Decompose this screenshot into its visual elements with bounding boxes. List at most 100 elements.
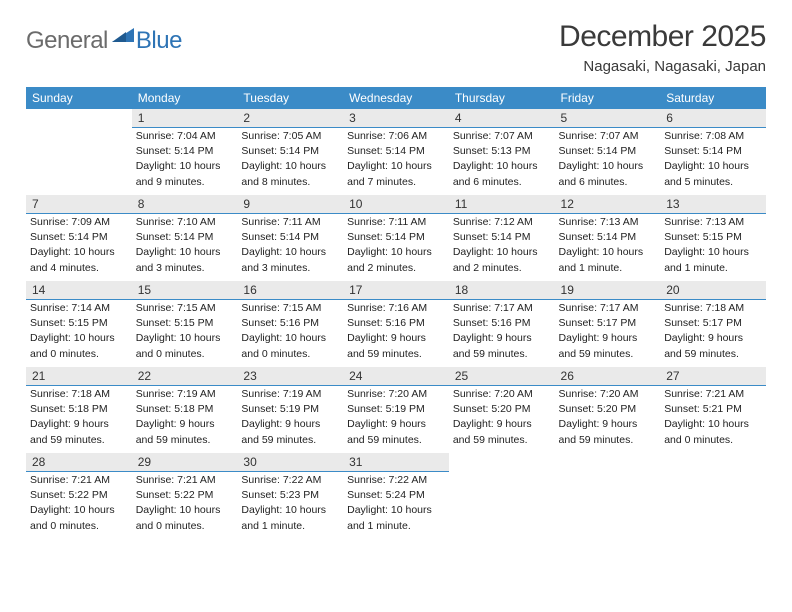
daylight-line: and 4 minutes. [30, 261, 128, 275]
header: General Blue December 2025 Nagasaki, Nag… [26, 20, 766, 75]
calendar-table: Sunday Monday Tuesday Wednesday Thursday… [26, 87, 766, 539]
day-number: 26 [555, 367, 661, 386]
daylight-line: Daylight: 9 hours [347, 331, 445, 345]
sunset-line: Sunset: 5:19 PM [241, 402, 339, 416]
sunset-line: Sunset: 5:17 PM [664, 316, 762, 330]
daylight-line: Daylight: 10 hours [664, 417, 762, 431]
sunset-line: Sunset: 5:15 PM [664, 230, 762, 244]
title-block: December 2025 Nagasaki, Nagasaki, Japan [559, 20, 766, 75]
sunrise-line: Sunrise: 7:13 AM [559, 215, 657, 229]
day-number: 30 [237, 453, 343, 472]
daylight-line: and 59 minutes. [347, 347, 445, 361]
calendar-day-cell: 10Sunrise: 7:11 AMSunset: 5:14 PMDayligh… [343, 195, 449, 281]
sunrise-line: Sunrise: 7:21 AM [136, 473, 234, 487]
daylight-line: and 3 minutes. [241, 261, 339, 275]
daylight-line: Daylight: 10 hours [559, 245, 657, 259]
daylight-line: and 59 minutes. [559, 433, 657, 447]
calendar-day-cell: 15Sunrise: 7:15 AMSunset: 5:15 PMDayligh… [132, 281, 238, 367]
sunset-line: Sunset: 5:15 PM [30, 316, 128, 330]
calendar-day-cell: 14Sunrise: 7:14 AMSunset: 5:15 PMDayligh… [26, 281, 132, 367]
daylight-line: Daylight: 9 hours [241, 417, 339, 431]
daylight-line: Daylight: 10 hours [136, 503, 234, 517]
sunset-line: Sunset: 5:21 PM [664, 402, 762, 416]
day-number: 22 [132, 367, 238, 386]
day-number: 13 [660, 195, 766, 214]
weekday-sat: Saturday [660, 87, 766, 109]
calendar-day-cell: 8Sunrise: 7:10 AMSunset: 5:14 PMDaylight… [132, 195, 238, 281]
daylight-line: Daylight: 9 hours [453, 331, 551, 345]
day-number: 11 [449, 195, 555, 214]
daylight-line: Daylight: 10 hours [347, 245, 445, 259]
weekday-wed: Wednesday [343, 87, 449, 109]
calendar-day-cell [660, 453, 766, 539]
sunrise-line: Sunrise: 7:13 AM [664, 215, 762, 229]
sunrise-line: Sunrise: 7:21 AM [30, 473, 128, 487]
daylight-line: Daylight: 10 hours [136, 331, 234, 345]
calendar-week-row: 21Sunrise: 7:18 AMSunset: 5:18 PMDayligh… [26, 367, 766, 453]
day-number: 10 [343, 195, 449, 214]
daylight-line: Daylight: 10 hours [453, 159, 551, 173]
sunset-line: Sunset: 5:16 PM [241, 316, 339, 330]
calendar-day-cell: 13Sunrise: 7:13 AMSunset: 5:15 PMDayligh… [660, 195, 766, 281]
sunrise-line: Sunrise: 7:16 AM [347, 301, 445, 315]
day-number: 2 [237, 109, 343, 128]
daylight-line: Daylight: 9 hours [559, 331, 657, 345]
daylight-line: Daylight: 10 hours [347, 159, 445, 173]
daylight-line: Daylight: 10 hours [453, 245, 551, 259]
daylight-line: and 59 minutes. [347, 433, 445, 447]
daylight-line: and 9 minutes. [136, 175, 234, 189]
weekday-sun: Sunday [26, 87, 132, 109]
daylight-line: Daylight: 10 hours [347, 503, 445, 517]
daylight-line: and 6 minutes. [453, 175, 551, 189]
daylight-line: Daylight: 10 hours [664, 159, 762, 173]
calendar-day-cell: 24Sunrise: 7:20 AMSunset: 5:19 PMDayligh… [343, 367, 449, 453]
daylight-line: and 0 minutes. [30, 347, 128, 361]
calendar-day-cell: 6Sunrise: 7:08 AMSunset: 5:14 PMDaylight… [660, 109, 766, 195]
daylight-line: Daylight: 9 hours [453, 417, 551, 431]
calendar-day-cell: 18Sunrise: 7:17 AMSunset: 5:16 PMDayligh… [449, 281, 555, 367]
sunset-line: Sunset: 5:20 PM [559, 402, 657, 416]
calendar-day-cell: 5Sunrise: 7:07 AMSunset: 5:14 PMDaylight… [555, 109, 661, 195]
calendar-day-cell: 2Sunrise: 7:05 AMSunset: 5:14 PMDaylight… [237, 109, 343, 195]
calendar-day-cell: 11Sunrise: 7:12 AMSunset: 5:14 PMDayligh… [449, 195, 555, 281]
daylight-line: and 0 minutes. [664, 433, 762, 447]
daylight-line: and 8 minutes. [241, 175, 339, 189]
daylight-line: and 0 minutes. [30, 519, 128, 533]
daylight-line: and 59 minutes. [30, 433, 128, 447]
calendar-week-row: 14Sunrise: 7:14 AMSunset: 5:15 PMDayligh… [26, 281, 766, 367]
location-label: Nagasaki, Nagasaki, Japan [559, 58, 766, 75]
sunrise-line: Sunrise: 7:07 AM [453, 129, 551, 143]
sunrise-line: Sunrise: 7:10 AM [136, 215, 234, 229]
sunrise-line: Sunrise: 7:22 AM [241, 473, 339, 487]
daylight-line: Daylight: 10 hours [30, 503, 128, 517]
daylight-line: and 6 minutes. [559, 175, 657, 189]
sunrise-line: Sunrise: 7:15 AM [136, 301, 234, 315]
sunset-line: Sunset: 5:20 PM [453, 402, 551, 416]
weekday-thu: Thursday [449, 87, 555, 109]
sunrise-line: Sunrise: 7:19 AM [136, 387, 234, 401]
daylight-line: Daylight: 9 hours [30, 417, 128, 431]
day-number: 24 [343, 367, 449, 386]
sunrise-line: Sunrise: 7:17 AM [559, 301, 657, 315]
daylight-line: Daylight: 10 hours [30, 331, 128, 345]
calendar-day-cell: 4Sunrise: 7:07 AMSunset: 5:13 PMDaylight… [449, 109, 555, 195]
day-number: 19 [555, 281, 661, 300]
calendar-day-cell [26, 109, 132, 195]
calendar-page: General Blue December 2025 Nagasaki, Nag… [0, 0, 792, 559]
daylight-line: Daylight: 9 hours [136, 417, 234, 431]
sunrise-line: Sunrise: 7:07 AM [559, 129, 657, 143]
sunset-line: Sunset: 5:19 PM [347, 402, 445, 416]
day-number: 14 [26, 281, 132, 300]
sunset-line: Sunset: 5:14 PM [453, 230, 551, 244]
daylight-line: and 2 minutes. [453, 261, 551, 275]
calendar-week-row: 28Sunrise: 7:21 AMSunset: 5:22 PMDayligh… [26, 453, 766, 539]
weekday-fri: Friday [555, 87, 661, 109]
day-number: 15 [132, 281, 238, 300]
sunset-line: Sunset: 5:22 PM [30, 488, 128, 502]
sunrise-line: Sunrise: 7:20 AM [347, 387, 445, 401]
daylight-line: Daylight: 10 hours [136, 245, 234, 259]
month-title: December 2025 [559, 20, 766, 54]
daylight-line: Daylight: 10 hours [664, 245, 762, 259]
daylight-line: and 59 minutes. [559, 347, 657, 361]
daylight-line: and 0 minutes. [136, 519, 234, 533]
